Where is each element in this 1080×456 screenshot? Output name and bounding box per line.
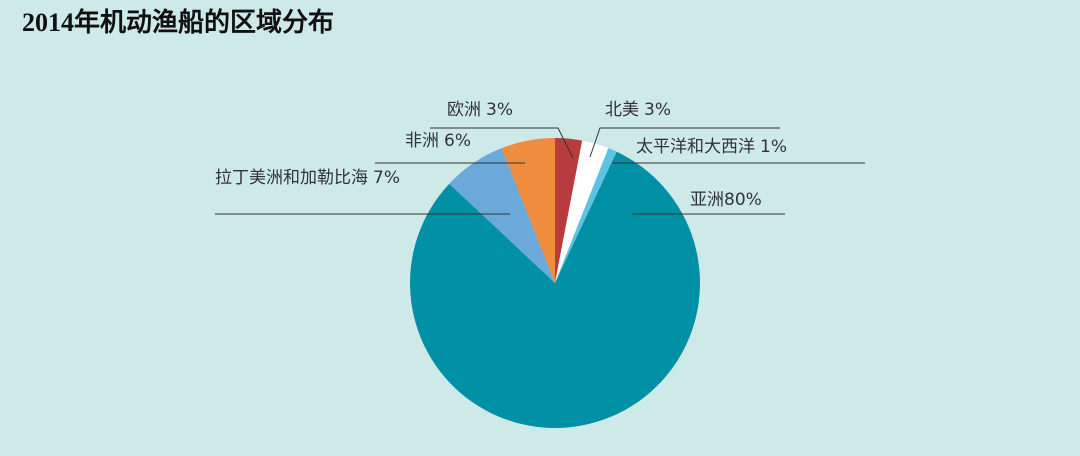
category-name: 北美 xyxy=(605,100,639,120)
slice-label: 欧洲 3% xyxy=(447,100,513,120)
category-name: 亚洲 xyxy=(690,190,724,210)
pie-slice xyxy=(501,138,555,283)
category-name: 欧洲 xyxy=(447,100,481,120)
slice-label: 北美 3% xyxy=(605,100,671,120)
value-label: 6% xyxy=(444,131,471,151)
pie-slice xyxy=(555,138,583,283)
category-name: 非洲 xyxy=(405,131,439,151)
pie-slice xyxy=(449,148,555,283)
pie-slice xyxy=(555,140,609,283)
category-name: 太平洋和大西洋 xyxy=(636,137,755,157)
pie-slice xyxy=(409,151,700,428)
category-name: 拉丁美洲和加勒比海 xyxy=(215,168,368,188)
slice-label: 拉丁美洲和加勒比海 7% xyxy=(215,168,400,188)
slice-label: 亚洲80% xyxy=(690,190,762,210)
slice-label: 太平洋和大西洋 1% xyxy=(636,137,787,157)
pie-slice xyxy=(555,148,617,283)
leader-line xyxy=(589,127,780,158)
chart-title: 2014年机动渔船的区域分布 xyxy=(22,7,334,37)
value-label: 1% xyxy=(760,137,787,157)
leader-line xyxy=(430,127,574,159)
value-label: 80% xyxy=(724,190,762,210)
slice-label: 非洲 6% xyxy=(405,131,471,151)
value-label: 3% xyxy=(644,100,671,120)
value-label: 3% xyxy=(486,100,513,120)
value-label: 7% xyxy=(373,168,400,188)
